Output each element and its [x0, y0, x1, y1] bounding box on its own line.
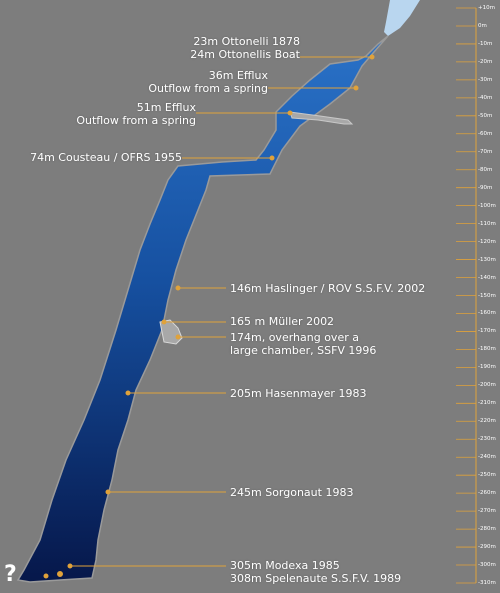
- label-efflux-36m: 36m Efflux Outflow from a spring: [148, 69, 268, 95]
- depth-tick-label: -140m: [478, 274, 496, 281]
- label-modexa: 305m Modexa 1985 308m Spelenaute S.S.F.V.…: [230, 559, 402, 585]
- depth-tick-label: -50m: [478, 112, 493, 119]
- depth-tick-label: -10m: [478, 40, 493, 47]
- depth-tick-label: -220m: [478, 418, 496, 425]
- depth-tick-label: -210m: [478, 400, 496, 407]
- depth-tick-label: -20m: [478, 58, 493, 65]
- depth-tick-label: -60m: [478, 130, 493, 137]
- depth-tick-label: -120m: [478, 238, 496, 245]
- depth-tick-label: -200m: [478, 382, 496, 389]
- depth-tick-label: -310m: [478, 580, 496, 586]
- label-haslinger: 146m Haslinger / ROV S.S.F.V. 2002: [230, 282, 426, 295]
- depth-tick-label: -270m: [478, 508, 496, 515]
- depth-tick-label: -150m: [478, 292, 496, 299]
- label-ottonelli: 23m Ottonelli 1878 24m Ottonellis Boat: [190, 35, 300, 61]
- depth-tick-label: -180m: [478, 346, 496, 353]
- depth-tick-label: -250m: [478, 472, 496, 479]
- depth-tick-label: -260m: [478, 490, 496, 497]
- label-muller: 165 m Müller 2002: [230, 315, 335, 328]
- depth-tick-label: -40m: [478, 94, 493, 101]
- depth-tick-label: -70m: [478, 148, 493, 155]
- depth-tick-label: -100m: [478, 202, 496, 209]
- depth-tick-label: -130m: [478, 256, 496, 263]
- depth-scale: [456, 7, 477, 584]
- depth-tick-label: -110m: [478, 220, 496, 227]
- label-overhang: 174m, overhang over a large chamber, SSFV…: [230, 331, 377, 357]
- depth-tick-label: -90m: [478, 184, 493, 191]
- label-hasenmayer: 205m Hasenmayer 1983: [230, 387, 367, 400]
- depth-tick-label: 0m: [478, 22, 487, 29]
- side-passage-51m: [289, 111, 354, 125]
- label-efflux-51m: 51m Efflux Outflow from a spring: [76, 101, 196, 127]
- depth-tick-label: -80m: [478, 166, 493, 173]
- surface-pool: [384, 0, 420, 36]
- depth-tick-label: +10m: [478, 5, 495, 11]
- unknown-depth-marker: ?: [4, 562, 17, 587]
- depth-tick-label: -300m: [478, 562, 496, 569]
- depth-tick-label: -290m: [478, 544, 496, 551]
- depth-tick-label: -30m: [478, 76, 493, 83]
- label-sorgonaut: 245m Sorgonaut 1983: [230, 486, 354, 499]
- depth-tick-label: -160m: [478, 310, 496, 317]
- depth-tick-label: -170m: [478, 328, 496, 335]
- label-cousteau: 74m Cousteau / OFRS 1955: [30, 151, 182, 164]
- depth-tick-label: -190m: [478, 364, 496, 371]
- depth-tick-label: -230m: [478, 436, 496, 443]
- depth-tick-label: -280m: [478, 526, 496, 533]
- leader-lines: [43, 54, 375, 579]
- depth-tick-label: -240m: [478, 454, 496, 461]
- water-conduit: [16, 35, 389, 583]
